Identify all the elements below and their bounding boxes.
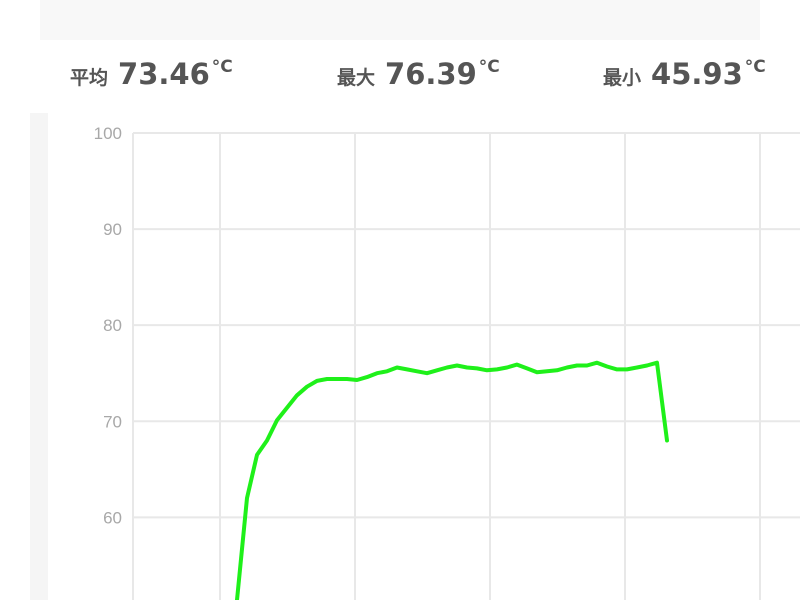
- stat-unit: °C: [479, 57, 500, 77]
- y-tick-label: 70: [103, 412, 122, 431]
- data-line: [235, 360, 669, 600]
- stat-unit: °C: [745, 57, 766, 77]
- stat: 最大 76.39 °C: [337, 57, 500, 91]
- stat: 平均 73.46 °C: [70, 57, 233, 91]
- stat: 最小 45.93 °C: [603, 57, 766, 91]
- y-tick-label: 90: [103, 220, 122, 239]
- side-strip: [30, 113, 48, 600]
- top-card: [40, 0, 760, 40]
- stat-value: 45.93: [651, 57, 743, 91]
- stat-unit: °C: [212, 57, 233, 77]
- stat-value: 73.46: [118, 57, 210, 91]
- stat-value: 76.39: [385, 57, 477, 91]
- stat-label: 平均: [70, 66, 108, 89]
- stat-label: 最小: [603, 67, 641, 89]
- y-tick-label: 60: [103, 508, 122, 527]
- stat-label: 最大: [337, 66, 375, 89]
- y-tick-label: 100: [94, 124, 122, 143]
- y-tick-label: 80: [103, 316, 122, 335]
- stats-row: 平均 73.46 °C 最大 76.39 °C 最小 45.93 °C: [70, 57, 766, 91]
